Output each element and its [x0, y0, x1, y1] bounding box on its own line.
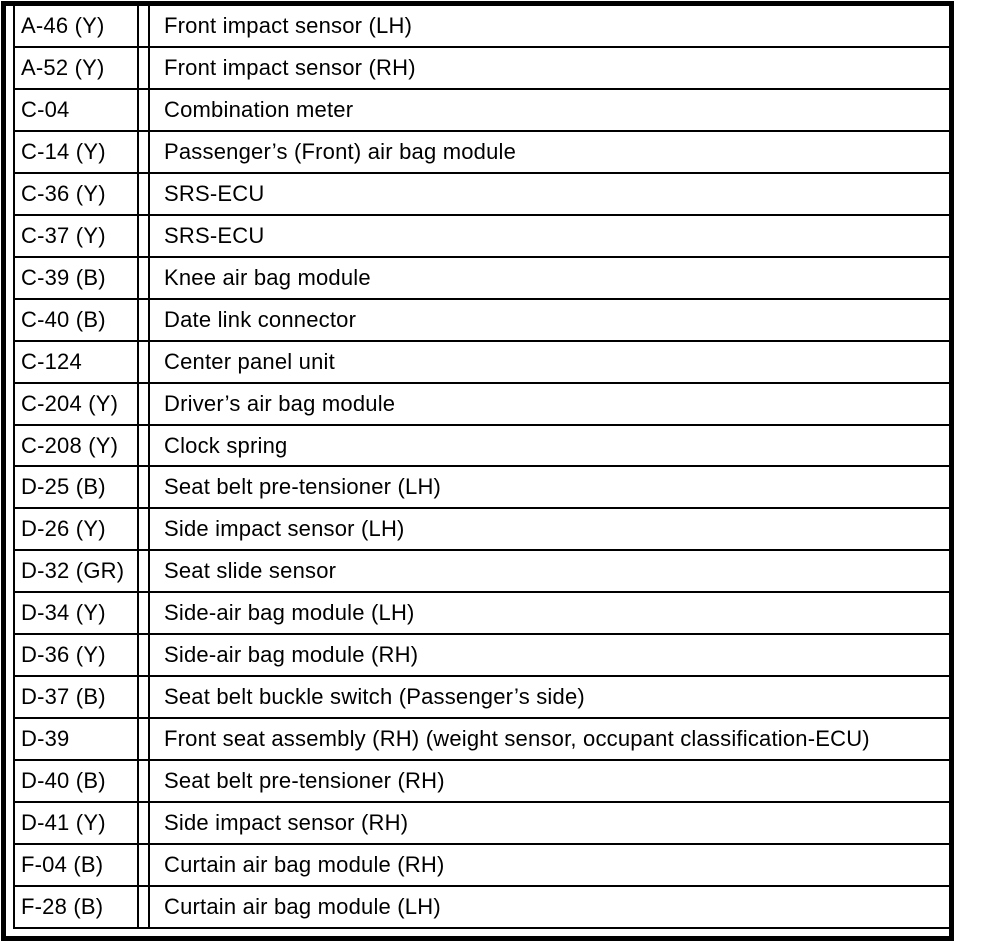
column-spacer: [139, 551, 150, 592]
column-spacer: [139, 131, 150, 172]
table-row: D-25 (B) Seat belt pre-tensioner (LH): [15, 467, 949, 510]
column-spacer: [139, 89, 150, 130]
table-row: F-28 (B) Curtain air bag module (LH): [15, 887, 949, 929]
column-spacer: [139, 509, 150, 550]
component-description-cell: Side-air bag module (LH): [164, 600, 415, 626]
component-description-cell: Date link connector: [164, 306, 357, 332]
component-description-cell: Side-air bag module (RH): [164, 642, 419, 668]
connector-code-cell: D-36 (Y): [15, 635, 139, 676]
component-description-cell: Side impact sensor (RH): [164, 810, 409, 836]
connector-code-cell: D-26 (Y): [15, 509, 139, 550]
component-description-cell: Center panel unit: [164, 348, 335, 374]
component-description-cell: SRS-ECU: [164, 180, 265, 206]
connector-code-cell: A-46 (Y): [15, 6, 139, 46]
connector-table-body: A-46 (Y) Front impact sensor (LH) A-52 (…: [13, 6, 949, 929]
table-row: C-39 (B) Knee air bag module: [15, 257, 949, 300]
component-description-cell: Curtain air bag module (LH): [164, 893, 441, 919]
column-spacer: [139, 467, 150, 508]
column-spacer: [139, 635, 150, 676]
component-description-cell: SRS-ECU: [164, 222, 265, 248]
table-row: C-37 (Y) SRS-ECU: [15, 215, 949, 258]
component-description-cell: Seat belt pre-tensioner (RH): [164, 768, 445, 794]
connector-code-cell: C-36 (Y): [15, 173, 139, 214]
component-description-cell: Clock spring: [164, 432, 288, 458]
component-description-cell: Seat slide sensor: [164, 558, 337, 584]
table-row: C-124 Center panel unit: [15, 341, 949, 384]
table-row: D-41 (Y) Side impact sensor (RH): [15, 803, 949, 846]
connector-code-cell: C-124: [15, 341, 139, 382]
column-spacer: [139, 803, 150, 844]
component-description-cell: Seat belt buckle switch (Passenger’s sid…: [164, 684, 585, 710]
column-spacer: [139, 257, 150, 298]
column-spacer: [139, 719, 150, 760]
table-row: C-14 (Y) Passenger’s (Front) air bag mod…: [15, 131, 949, 174]
component-description-cell: Front impact sensor (LH): [164, 12, 413, 38]
connector-code-cell: F-28 (B): [15, 887, 139, 927]
connector-code-cell: C-39 (B): [15, 257, 139, 298]
column-spacer: [139, 215, 150, 256]
connector-code-cell: C-04: [15, 89, 139, 130]
column-spacer: [139, 887, 150, 927]
column-spacer: [139, 341, 150, 382]
connector-code-cell: C-37 (Y): [15, 215, 139, 256]
table-row: D-39 Front seat assembly (RH) (weight se…: [15, 719, 949, 762]
column-spacer: [139, 47, 150, 88]
table-row: F-04 (B) Curtain air bag module (RH): [15, 845, 949, 888]
table-row: D-37 (B) Seat belt buckle switch (Passen…: [15, 677, 949, 720]
component-description-cell: Knee air bag module: [164, 264, 371, 290]
connector-code-cell: D-40 (B): [15, 761, 139, 802]
connector-table: A-46 (Y) Front impact sensor (LH) A-52 (…: [1, 1, 954, 941]
column-spacer: [139, 6, 150, 46]
component-description-cell: Seat belt pre-tensioner (LH): [164, 474, 442, 500]
connector-code-cell: D-41 (Y): [15, 803, 139, 844]
connector-code-cell: D-37 (B): [15, 677, 139, 718]
component-description-cell: Passenger’s (Front) air bag module: [164, 138, 517, 164]
component-description-cell: Front seat assembly (RH) (weight sensor,…: [164, 726, 870, 752]
table-row: C-40 (B) Date link connector: [15, 299, 949, 342]
column-spacer: [139, 761, 150, 802]
table-row: C-204 (Y) Driver’s air bag module: [15, 383, 949, 426]
component-description-cell: Combination meter: [164, 96, 354, 122]
component-description-cell: Curtain air bag module (RH): [164, 852, 445, 878]
connector-code-cell: D-34 (Y): [15, 593, 139, 634]
column-spacer: [139, 299, 150, 340]
column-spacer: [139, 173, 150, 214]
table-row: C-208 (Y) Clock spring: [15, 425, 949, 468]
connector-code-cell: D-32 (GR): [15, 551, 139, 592]
connector-code-cell: C-40 (B): [15, 299, 139, 340]
table-row: D-36 (Y) Side-air bag module (RH): [15, 635, 949, 678]
column-spacer: [139, 845, 150, 886]
table-row: A-46 (Y) Front impact sensor (LH): [15, 6, 949, 48]
table-row: D-26 (Y) Side impact sensor (LH): [15, 509, 949, 552]
connector-code-cell: C-208 (Y): [15, 425, 139, 466]
connector-code-cell: F-04 (B): [15, 845, 139, 886]
column-spacer: [139, 677, 150, 718]
component-description-cell: Driver’s air bag module: [164, 390, 396, 416]
connector-code-cell: D-39: [15, 719, 139, 760]
table-row: A-52 (Y) Front impact sensor (RH): [15, 47, 949, 90]
table-row: C-04 Combination meter: [15, 89, 949, 132]
table-row: D-40 (B) Seat belt pre-tensioner (RH): [15, 761, 949, 804]
connector-code-cell: A-52 (Y): [15, 47, 139, 88]
table-row: C-36 (Y) SRS-ECU: [15, 173, 949, 216]
connector-code-cell: D-25 (B): [15, 467, 139, 508]
column-spacer: [139, 425, 150, 466]
column-spacer: [139, 383, 150, 424]
connector-code-cell: C-204 (Y): [15, 383, 139, 424]
column-spacer: [139, 593, 150, 634]
component-description-cell: Front impact sensor (RH): [164, 54, 416, 80]
component-description-cell: Side impact sensor (LH): [164, 516, 405, 542]
table-row: D-34 (Y) Side-air bag module (LH): [15, 593, 949, 636]
connector-code-cell: C-14 (Y): [15, 131, 139, 172]
table-row: D-32 (GR) Seat slide sensor: [15, 551, 949, 594]
